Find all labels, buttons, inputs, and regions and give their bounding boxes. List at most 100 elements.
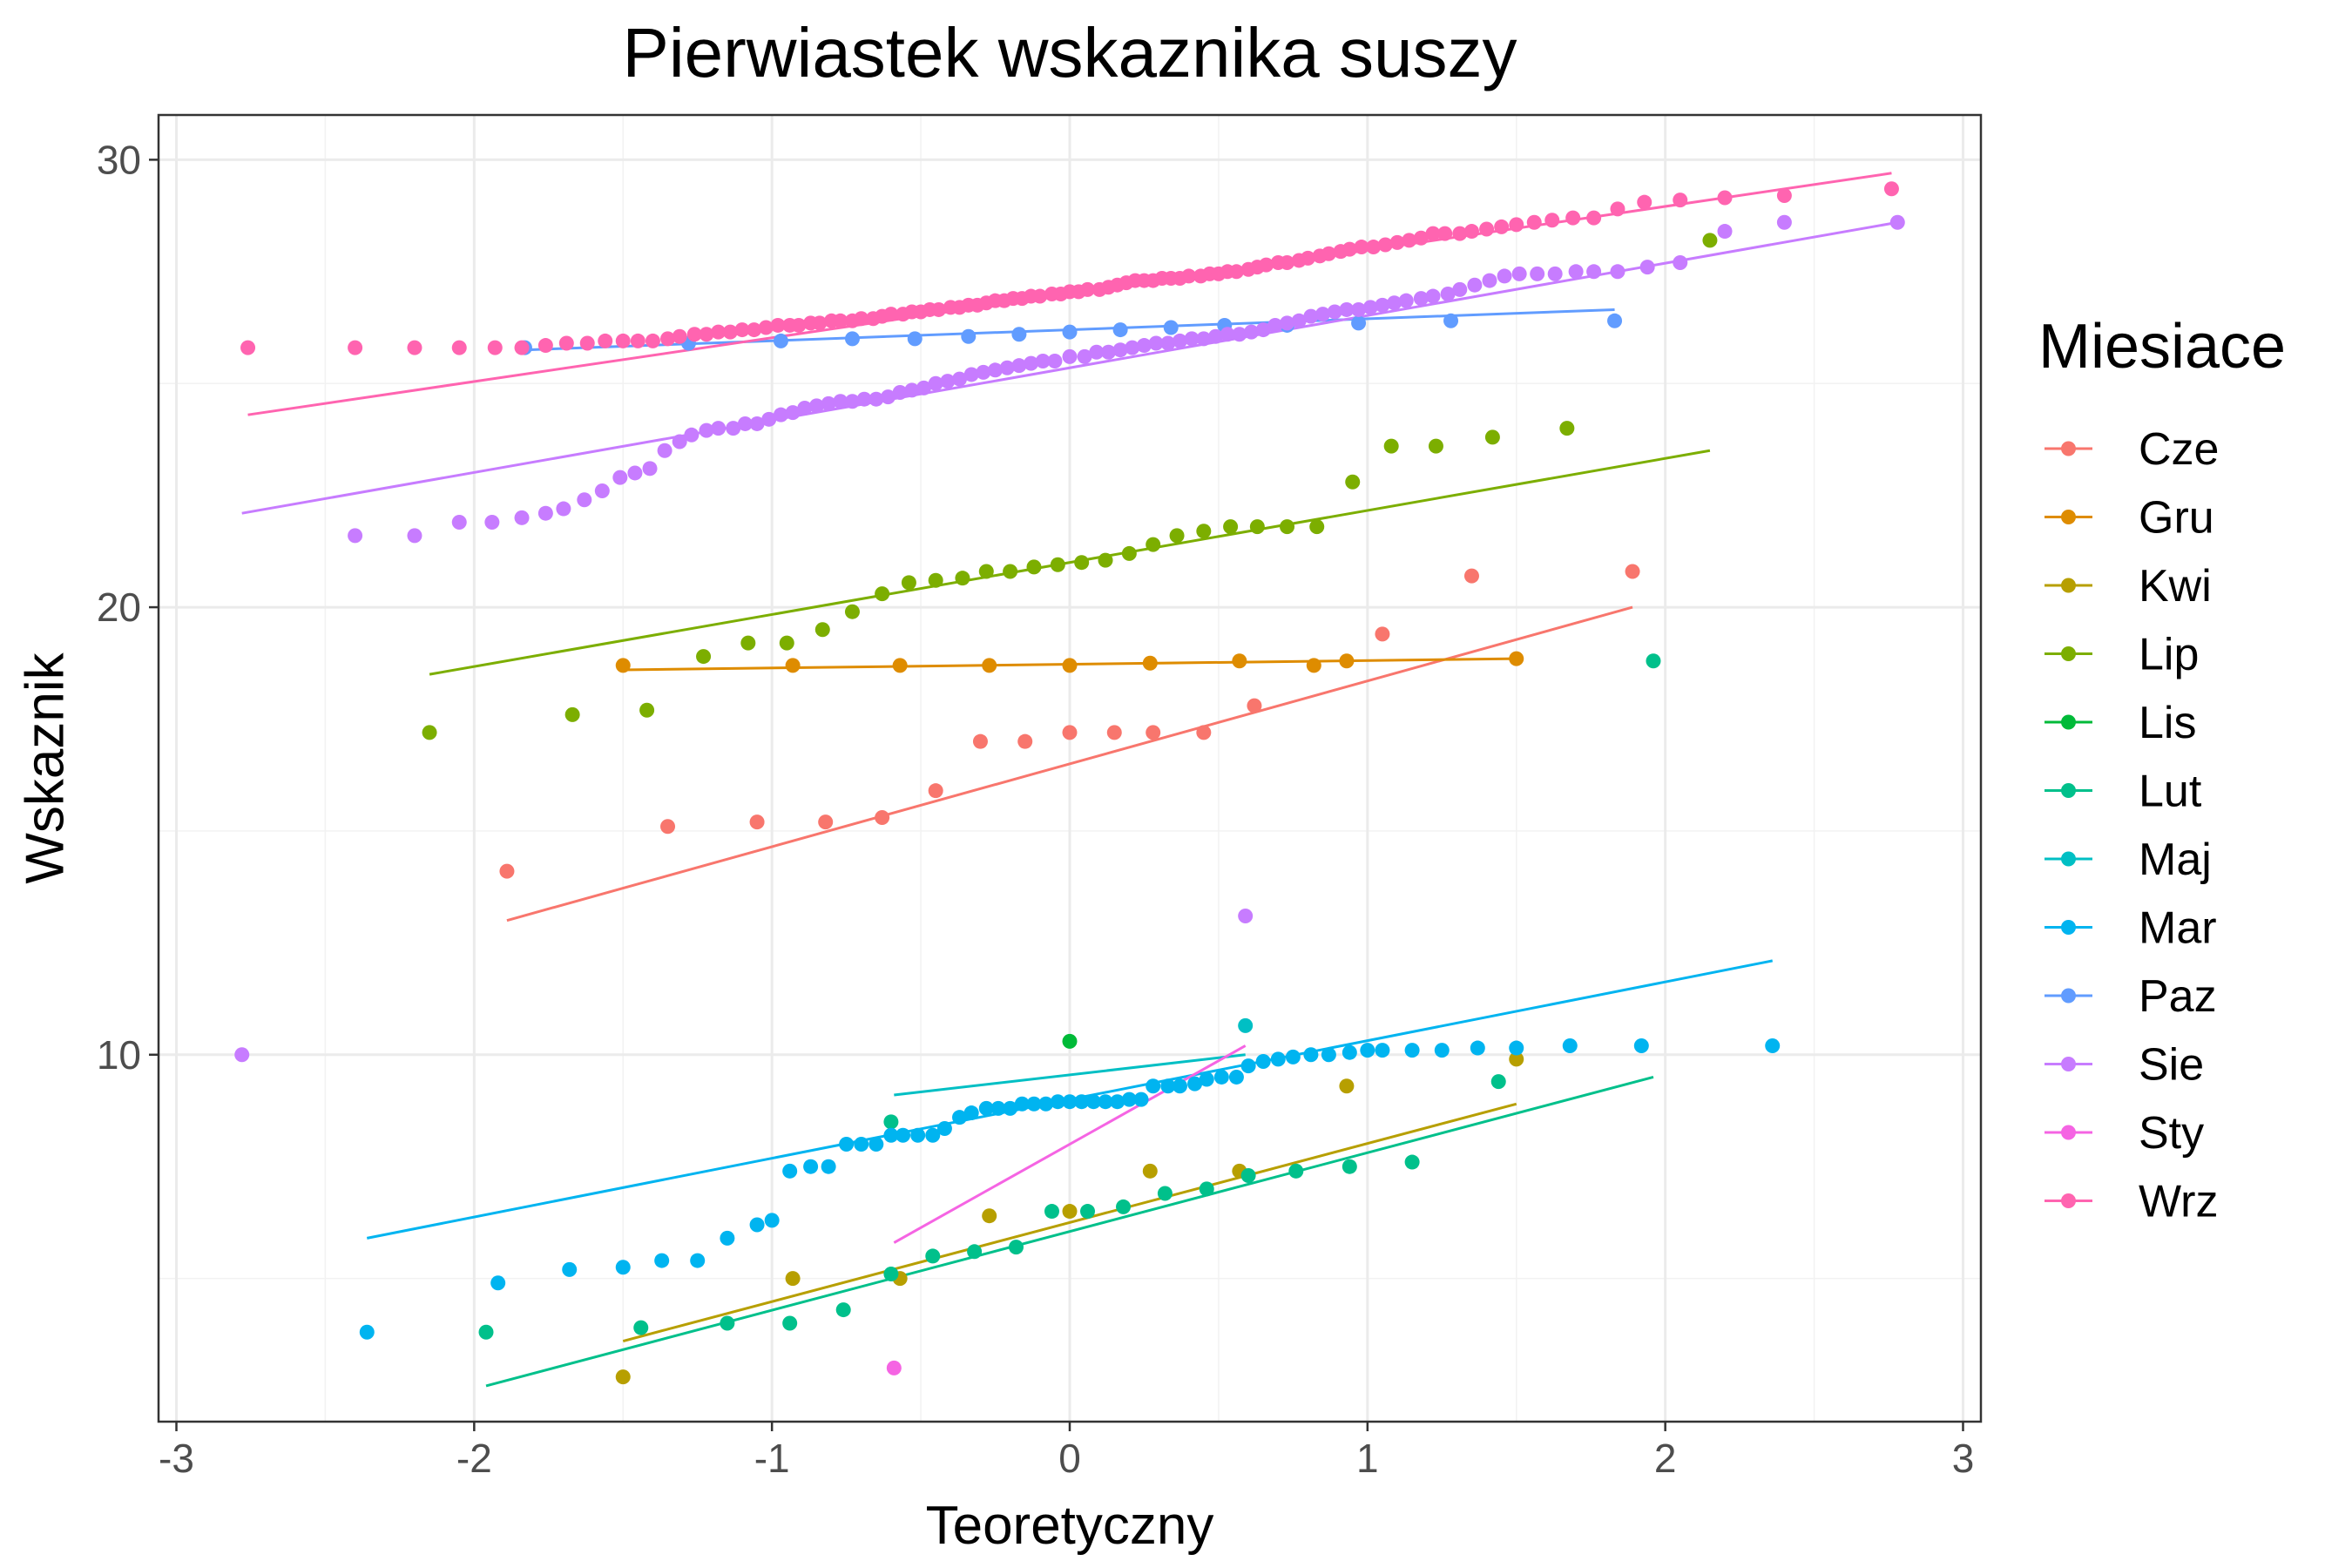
point-sie xyxy=(844,394,860,409)
point-lut xyxy=(720,1315,735,1331)
legend-key-point xyxy=(2061,1125,2076,1140)
point-wrz xyxy=(931,301,947,317)
point-gru xyxy=(785,658,801,673)
point-mar xyxy=(1342,1044,1357,1060)
point-lip xyxy=(844,604,860,619)
point-lut xyxy=(1008,1240,1024,1255)
point-lut xyxy=(1646,653,1661,669)
point-mar xyxy=(490,1275,506,1291)
point-wrz xyxy=(1586,210,1602,226)
point-mar xyxy=(1160,1078,1176,1094)
point-wrz xyxy=(1544,213,1560,228)
point-sie xyxy=(726,421,741,436)
point-sie xyxy=(1184,331,1200,347)
point-lut xyxy=(478,1324,494,1340)
point-kwi xyxy=(785,1271,801,1287)
point-lip xyxy=(901,575,916,591)
point-mar xyxy=(615,1260,631,1275)
point-wrz xyxy=(558,335,574,351)
point-cze xyxy=(1106,725,1122,740)
point-wrz xyxy=(1463,224,1479,240)
point-mar xyxy=(1199,1071,1214,1087)
legend-label: Gru xyxy=(2139,493,2214,544)
point-lut xyxy=(782,1315,798,1331)
point-wrz xyxy=(747,322,762,338)
point-mar xyxy=(764,1213,780,1228)
point-sie xyxy=(594,483,610,499)
point-lut xyxy=(1116,1199,1132,1214)
point-lip xyxy=(1702,233,1718,248)
point-mar xyxy=(821,1159,836,1174)
ref-line-lip xyxy=(429,449,1711,676)
point-mar xyxy=(910,1127,926,1143)
legend-item-lip: Lip xyxy=(2044,630,2199,680)
point-lip xyxy=(1169,528,1185,544)
point-wrz xyxy=(1413,230,1429,246)
point-sie xyxy=(1452,281,1468,297)
point-sie xyxy=(627,465,643,481)
point-wrz xyxy=(487,340,503,355)
point-sie xyxy=(484,514,500,530)
point-lip xyxy=(1249,519,1265,535)
legend-label: Lis xyxy=(2139,698,2196,748)
legend: Miesiace Cze Gru Kwi Lip Lis Lut Maj Mar Paz Sie S… xyxy=(2038,312,2286,1227)
point-lip xyxy=(1098,552,1113,568)
point-sie xyxy=(904,382,920,398)
point-cze xyxy=(1146,725,1161,740)
point-mar xyxy=(1014,1096,1030,1112)
point-mar xyxy=(1321,1047,1336,1063)
point-mar xyxy=(1470,1040,1485,1056)
point-mar xyxy=(1255,1053,1271,1069)
point-wrz xyxy=(812,315,828,331)
legend-label: Lip xyxy=(2139,630,2199,680)
point-sie xyxy=(1440,286,1456,301)
point-lip xyxy=(779,635,794,651)
point-sie xyxy=(514,510,530,525)
point-wrz xyxy=(1883,181,1899,197)
legend-title: Miesiace xyxy=(2038,312,2286,382)
point-sie xyxy=(928,375,943,391)
point-sie xyxy=(577,492,592,508)
point-sie xyxy=(1267,317,1283,333)
grid xyxy=(159,115,1981,1422)
legend-label: Lut xyxy=(2139,767,2202,817)
legend-label: Maj xyxy=(2139,835,2212,885)
point-sie xyxy=(1547,266,1563,281)
point-sie xyxy=(1244,324,1260,340)
point-wrz xyxy=(1479,221,1495,237)
point-lip xyxy=(1345,474,1361,490)
point-wrz xyxy=(722,324,738,340)
point-lut xyxy=(1044,1204,1059,1220)
ref-line-sty xyxy=(893,1044,1247,1244)
point-gru xyxy=(892,658,908,673)
axis-ticks: -3 -2 -1 0 1 2 3 10 20 30 xyxy=(97,137,1974,1481)
point-wrz xyxy=(1354,240,1369,255)
point-lip xyxy=(1428,438,1443,454)
point-lut xyxy=(883,1114,899,1130)
point-mar xyxy=(1404,1043,1420,1058)
point-sie xyxy=(1207,328,1223,344)
point-mar xyxy=(1074,1094,1090,1110)
point-wrz xyxy=(854,311,869,327)
x-axis-title: Teoretyczny xyxy=(926,1496,1214,1556)
point-wrz xyxy=(1181,268,1197,284)
point-wrz xyxy=(645,333,660,348)
point-lut xyxy=(1404,1154,1420,1170)
point-sie xyxy=(999,360,1015,375)
point-lip xyxy=(1074,555,1090,571)
point-sie xyxy=(1362,300,1378,315)
point-sie xyxy=(1047,354,1063,369)
point-sie xyxy=(556,501,571,517)
point-wrz xyxy=(1565,210,1581,226)
point-wrz xyxy=(598,333,613,348)
point-wrz xyxy=(579,335,595,351)
x-tick-label: -1 xyxy=(754,1436,790,1481)
point-sie xyxy=(833,394,848,409)
point-wrz xyxy=(1259,257,1274,273)
point-wrz xyxy=(1717,190,1733,206)
point-lip xyxy=(1146,537,1161,552)
point-mar xyxy=(963,1105,979,1121)
legend-label: Sie xyxy=(2139,1040,2204,1091)
